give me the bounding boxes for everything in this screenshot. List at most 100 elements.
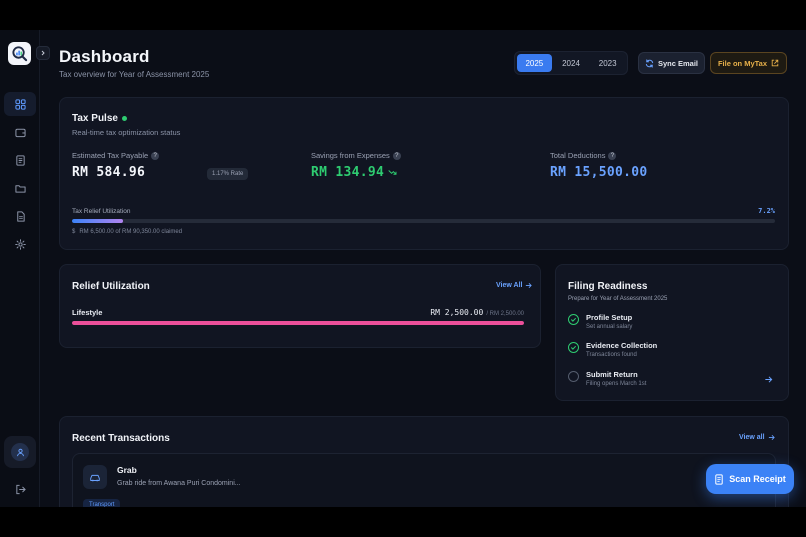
- logo-icon: [12, 46, 28, 62]
- savings-value: RM 134.94: [311, 165, 397, 180]
- sidebar: [0, 30, 40, 507]
- sidebar-item-settings[interactable]: [4, 232, 36, 256]
- chevron-right-icon: [41, 50, 45, 56]
- sync-email-button[interactable]: Sync Email: [638, 52, 705, 74]
- page-title: Dashboard: [59, 47, 150, 66]
- help-icon[interactable]: ?: [608, 151, 617, 160]
- claimed-summary: $ RM 6,500.00 of RM 90,350.00 claimed: [72, 229, 182, 235]
- savings-value-text: RM 134.94: [311, 165, 385, 180]
- step-evidence-sub: Transactions found: [586, 352, 637, 358]
- estimated-tax-label-text: Estimated Tax Payable: [72, 151, 149, 160]
- sidebar-item-wallet[interactable]: [4, 120, 36, 144]
- tax-pulse-title: Tax Pulse: [72, 113, 127, 124]
- step-profile-setup-sub: Set annual salary: [586, 324, 633, 330]
- help-icon[interactable]: ?: [151, 151, 160, 160]
- estimated-tax-value: RM 584.96: [72, 165, 146, 180]
- car-icon: [83, 465, 107, 489]
- refresh-icon: [645, 58, 654, 68]
- relief-title: Relief Utilization: [72, 281, 150, 292]
- sidebar-item-documents[interactable]: [4, 204, 36, 228]
- relief-utilization-bar: [72, 219, 775, 223]
- recent-transactions-card: Recent Transactions View all Grab Grab r…: [59, 416, 789, 507]
- user-profile-button[interactable]: [4, 436, 36, 468]
- step-evidence-title: Evidence Collection: [586, 341, 658, 350]
- empty-circle-icon: [568, 371, 579, 382]
- claimed-summary-text: RM 6,500.00 of RM 90,350.00 claimed: [79, 229, 183, 235]
- check-circle-icon: [568, 314, 579, 325]
- filing-readiness-card: Filing Readiness Prepare for Year of Ass…: [555, 264, 789, 401]
- app-logo[interactable]: [8, 42, 31, 65]
- external-link-icon: [771, 59, 779, 67]
- relief-utilization-fill: [72, 219, 123, 223]
- filing-subtitle: Prepare for Year of Assessment 2025: [568, 296, 668, 302]
- scan-receipt-label: Scan Receipt: [729, 474, 786, 484]
- total-deductions-label-text: Total Deductions: [550, 151, 606, 160]
- relief-view-all-link[interactable]: View All: [496, 282, 533, 289]
- transaction-description: Grab ride from Awana Puri Condomini...: [117, 480, 241, 487]
- relief-item-name: Lifestyle: [72, 308, 103, 317]
- file-on-mytax-button[interactable]: File on MyTax: [710, 52, 787, 74]
- estimated-tax-label: Estimated Tax Payable ?: [72, 151, 160, 160]
- help-icon[interactable]: ?: [392, 151, 401, 160]
- year-selector: 2025 2024 2023: [514, 51, 628, 75]
- scan-receipt-button[interactable]: Scan Receipt: [706, 464, 794, 494]
- sidebar-expand-button[interactable]: [36, 46, 50, 60]
- trend-down-icon: [388, 170, 397, 175]
- filing-title: Filing Readiness: [568, 281, 648, 292]
- relief-item-fill: [72, 321, 524, 325]
- sidebar-item-receipts[interactable]: [4, 148, 36, 172]
- tax-pulse-subtitle: Real-time tax optimization status: [72, 128, 181, 137]
- wallet-icon: [14, 128, 26, 137]
- folder-icon: [14, 184, 26, 193]
- relief-item-value: RM 2,500.00: [430, 308, 484, 317]
- year-tab-2023[interactable]: 2023: [598, 58, 617, 68]
- check-circle-icon: [568, 342, 579, 353]
- user-icon: [16, 448, 24, 456]
- transaction-category-tag: Transport: [83, 499, 121, 507]
- file-on-mytax-label: File on MyTax: [717, 58, 768, 68]
- recent-view-all-link[interactable]: View all: [739, 434, 775, 441]
- avatar: [11, 443, 29, 461]
- relief-item-amount: RM 2,500.00 / RM 2,500.00: [430, 308, 524, 317]
- tax-pulse-card: Tax Pulse Real-time tax optimization sta…: [59, 97, 789, 250]
- gear-icon: [14, 238, 26, 250]
- step-submit-sub: Filing opens March 1st: [586, 381, 647, 387]
- savings-label: Savings from Expenses ?: [311, 151, 401, 160]
- step-submit-title: Submit Return: [586, 370, 638, 379]
- submit-return-arrow[interactable]: [764, 371, 773, 389]
- receipt-icon: [715, 473, 723, 485]
- relief-utilization-percent: 7.2%: [758, 207, 775, 215]
- currency-icon: $: [72, 229, 76, 235]
- step-profile-setup-title: Profile Setup: [586, 313, 633, 322]
- app-window: Dashboard Tax overview for Year of Asses…: [0, 30, 806, 507]
- transaction-merchant: Grab: [117, 465, 137, 475]
- logout-icon: [15, 484, 26, 494]
- arrow-right-icon: [526, 283, 533, 288]
- sync-email-label: Sync Email: [657, 58, 699, 68]
- relief-utilization-card: Relief Utilization View All Lifestyle RM…: [59, 264, 541, 348]
- relief-item-bar: [72, 321, 524, 325]
- logout-button[interactable]: [12, 481, 28, 497]
- sidebar-item-folders[interactable]: [4, 176, 36, 200]
- tax-pulse-title-text: Tax Pulse: [72, 113, 118, 124]
- arrow-right-icon: [768, 435, 775, 440]
- dashboard-icon: [14, 98, 26, 110]
- relief-utilization-label: Tax Relief Utilization: [72, 208, 131, 215]
- document-icon: [16, 210, 25, 222]
- recent-view-all-label: View all: [739, 434, 765, 441]
- year-tab-2025[interactable]: 2025: [517, 54, 552, 72]
- tax-rate-badge: 1.17% Rate: [207, 168, 249, 180]
- savings-label-text: Savings from Expenses: [311, 151, 390, 160]
- transaction-row[interactable]: Grab Grab ride from Awana Puri Condomini…: [72, 453, 776, 507]
- recent-title: Recent Transactions: [72, 433, 170, 444]
- total-deductions-label: Total Deductions ?: [550, 151, 617, 160]
- relief-view-all-label: View All: [496, 282, 523, 289]
- status-live-indicator: [121, 115, 127, 121]
- receipt-icon: [15, 154, 25, 166]
- arrow-right-icon: [765, 376, 773, 383]
- page-subtitle: Tax overview for Year of Assessment 2025: [59, 70, 210, 79]
- sidebar-item-dashboard[interactable]: [4, 92, 36, 116]
- total-deductions-value: RM 15,500.00: [550, 165, 648, 180]
- relief-item-limit: / RM 2,500.00: [486, 311, 524, 317]
- year-tab-2024[interactable]: 2024: [562, 58, 580, 68]
